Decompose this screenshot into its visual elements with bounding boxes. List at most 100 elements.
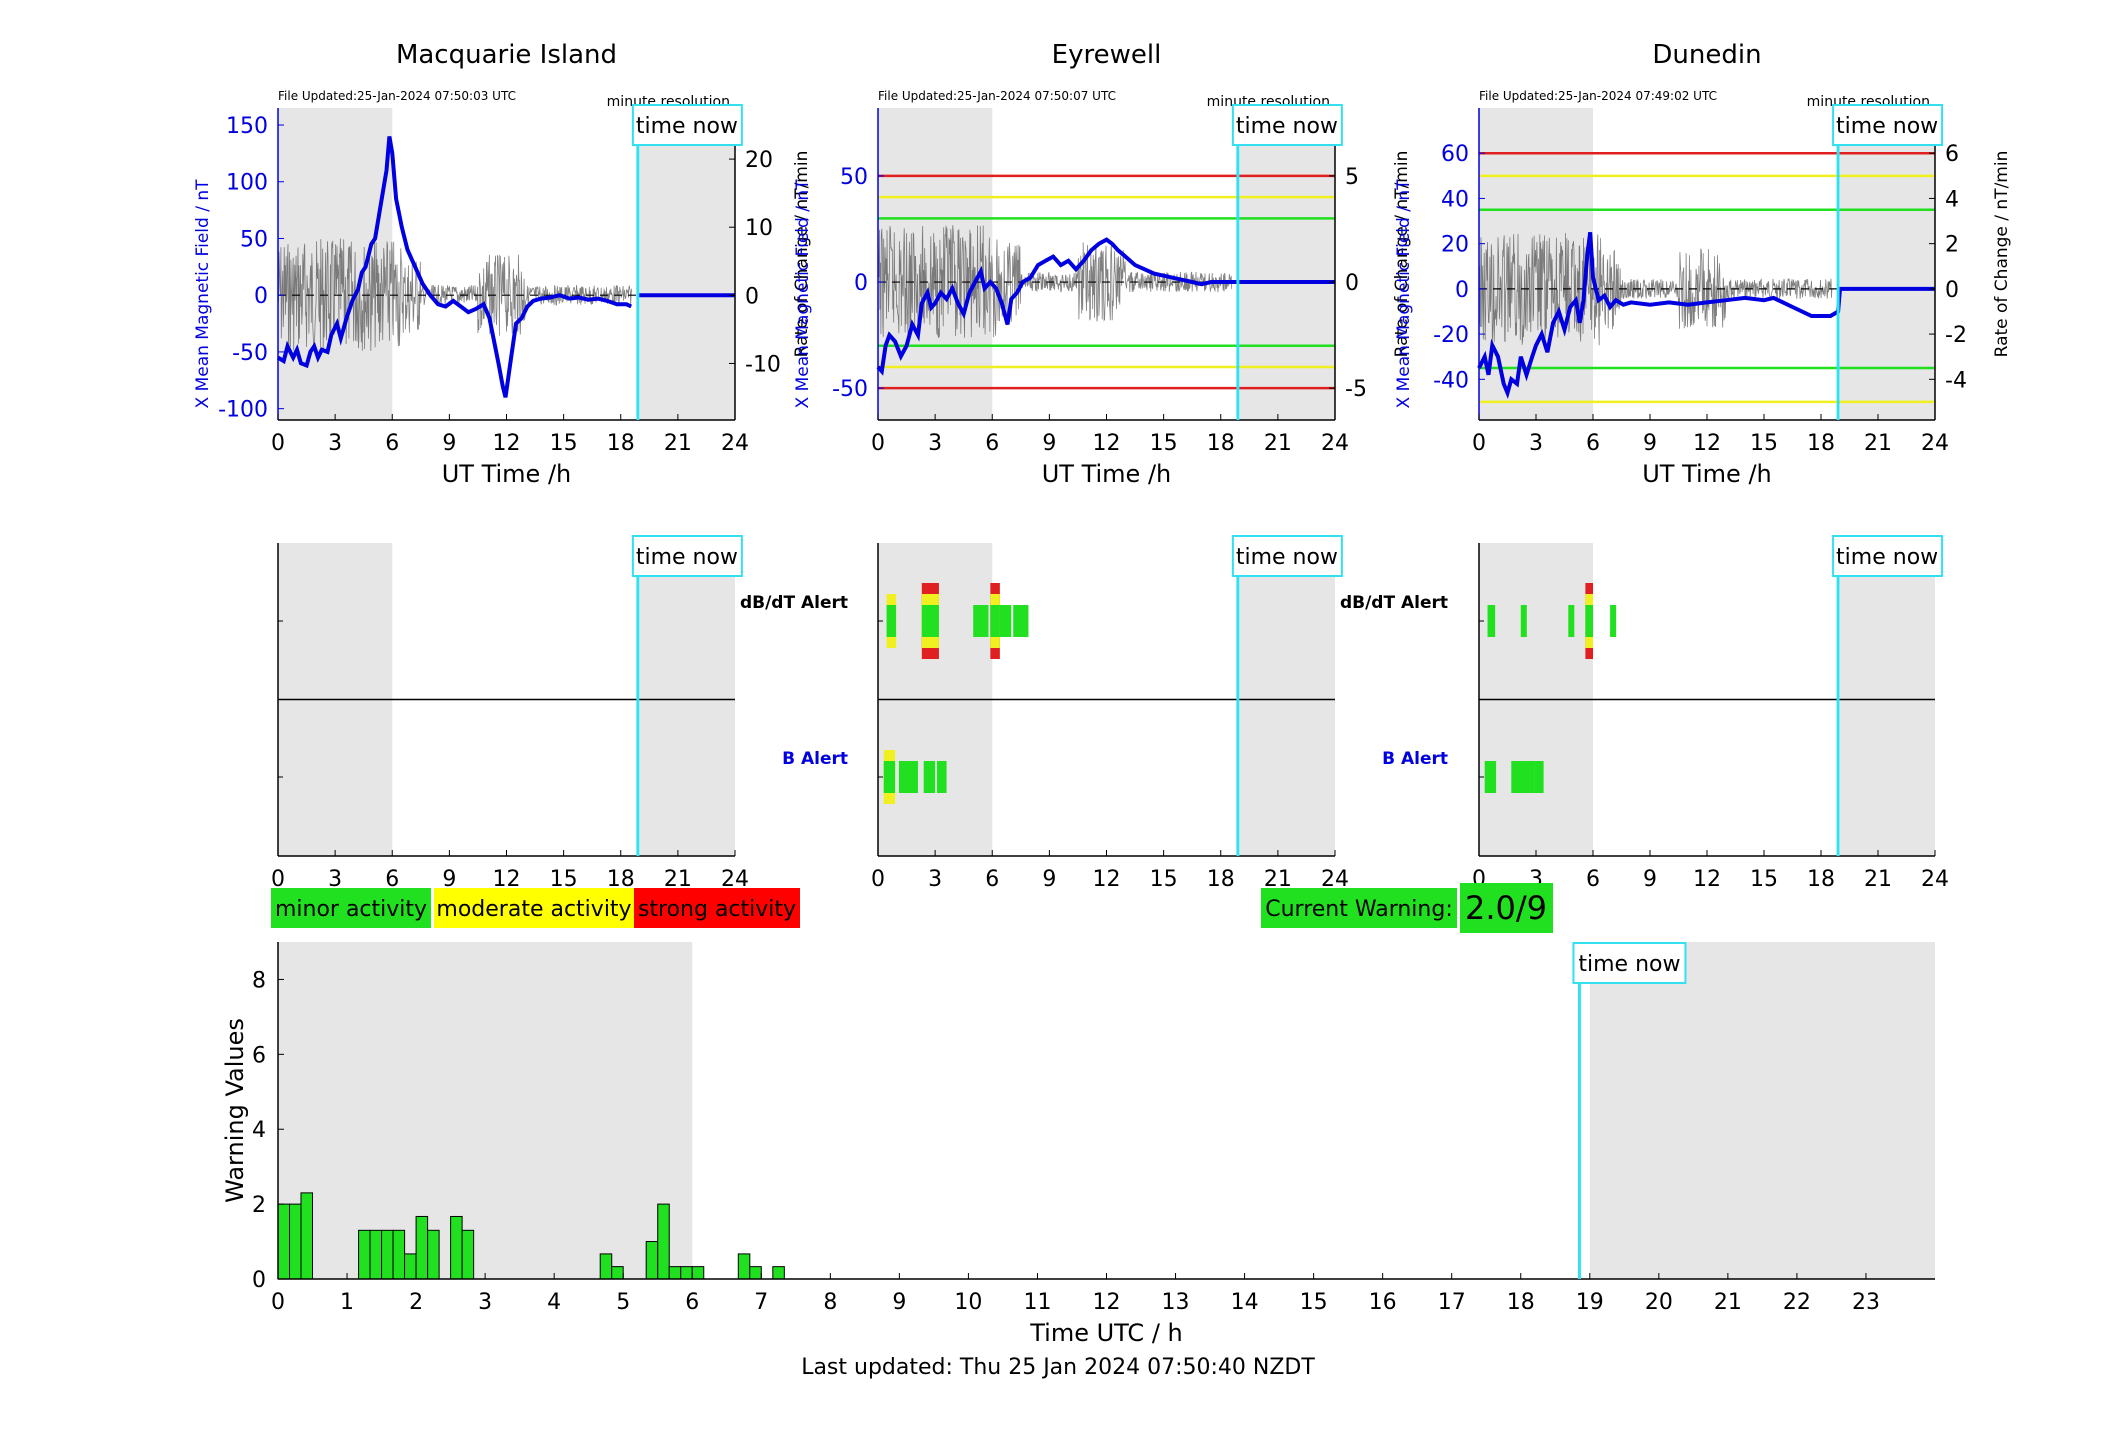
warning-bar bbox=[300, 1192, 314, 1280]
y2-tick-label: 0 bbox=[1345, 271, 1359, 296]
time-now-label: time now bbox=[1236, 114, 1338, 139]
db-alert-mark bbox=[1013, 605, 1029, 637]
x-tick-label: 15 bbox=[1750, 867, 1778, 892]
x-tick-label: 0 bbox=[271, 867, 285, 892]
station-panel: Dunedin File Updated:25-Jan-2024 07:49:02… bbox=[1394, 40, 2012, 892]
y-tick-label: 50 bbox=[840, 165, 868, 190]
night-shade bbox=[1840, 108, 1935, 420]
y-tick-label: 8 bbox=[252, 968, 266, 993]
legend-minor-label: minor activity bbox=[275, 897, 427, 922]
b-alert-mark bbox=[937, 761, 947, 793]
x-tick-label: 12 bbox=[493, 431, 521, 456]
current-warning-value: 2.0/9 bbox=[1465, 889, 1547, 927]
db-alert-mark bbox=[990, 605, 1000, 637]
y2-tick-label: 2 bbox=[1945, 233, 1959, 258]
warning-bar bbox=[680, 1266, 693, 1280]
station-panel: Eyrewell File Updated:25-Jan-2024 07:50:0… bbox=[793, 40, 1412, 892]
x-tick-label: 12 bbox=[1093, 867, 1121, 892]
y2-tick-label: 6 bbox=[1945, 142, 1959, 167]
y-axis-title: X Mean Magnetic Field / nT bbox=[1394, 179, 1414, 409]
night-shade bbox=[278, 942, 693, 1279]
x-tick-label: 14 bbox=[1231, 1290, 1259, 1315]
warning-bar bbox=[599, 1253, 613, 1280]
b-alert-mark bbox=[1484, 761, 1497, 793]
b-alert-label: B Alert bbox=[1382, 749, 1448, 769]
x-tick-label: 18 bbox=[607, 431, 635, 456]
x-axis-title: Time UTC / h bbox=[1029, 1319, 1183, 1347]
x-tick-label: 3 bbox=[1529, 431, 1543, 456]
warning-bar bbox=[415, 1215, 429, 1280]
warning-bar bbox=[772, 1266, 785, 1280]
station-title: Macquarie Island bbox=[396, 40, 617, 70]
x-tick-label: 21 bbox=[1264, 867, 1292, 892]
x-tick-label: 6 bbox=[985, 431, 999, 456]
x-tick-label: 21 bbox=[1714, 1290, 1742, 1315]
b-alert-mark bbox=[898, 761, 918, 793]
x-mean-line bbox=[1477, 232, 1935, 399]
x-tick-label: 18 bbox=[1507, 1290, 1535, 1315]
x-tick-label: 9 bbox=[1643, 431, 1657, 456]
current-warning-label: Current Warning: bbox=[1265, 897, 1452, 922]
x-tick-label: 20 bbox=[1645, 1290, 1673, 1315]
warning-bar bbox=[358, 1229, 371, 1280]
y-tick-label: -50 bbox=[232, 341, 268, 366]
legend-minor-swatch bbox=[271, 888, 431, 928]
x-tick-label: 15 bbox=[1150, 431, 1178, 456]
x-axis-title: UT Time /h bbox=[1642, 460, 1772, 488]
warning-bar bbox=[611, 1266, 624, 1280]
db-alert-mark bbox=[921, 605, 939, 637]
b-alert-mark bbox=[923, 761, 936, 793]
time-now-label: time now bbox=[636, 545, 738, 570]
y-tick-label: 0 bbox=[1455, 278, 1469, 303]
y2-axis-title: Rate of Change / nT/min bbox=[1392, 151, 1412, 358]
y2-tick-label: 0 bbox=[1945, 278, 1959, 303]
warning-bar bbox=[668, 1266, 682, 1280]
time-now-box bbox=[1231, 104, 1343, 146]
x-axis-title: UT Time /h bbox=[442, 460, 572, 488]
x-tick-label: 9 bbox=[1042, 867, 1056, 892]
y-axis-title: Warning Values bbox=[221, 1018, 249, 1203]
warning-bar bbox=[749, 1266, 762, 1280]
b-alert-mark bbox=[1511, 761, 1535, 793]
warning-bar bbox=[461, 1229, 475, 1280]
x-tick-label: 21 bbox=[664, 431, 692, 456]
activity-legend: minor activity moderate activity strong ac… bbox=[271, 888, 800, 928]
x-tick-label: 22 bbox=[1783, 1290, 1811, 1315]
time-now-label: time now bbox=[1236, 545, 1338, 570]
x-tick-label: 9 bbox=[442, 431, 456, 456]
x-tick-label: 24 bbox=[721, 431, 749, 456]
x-tick-label: 12 bbox=[1093, 1290, 1121, 1315]
db-alert-mark bbox=[1520, 605, 1527, 637]
time-now-label: time now bbox=[636, 114, 738, 139]
y2-tick-label: -10 bbox=[745, 352, 781, 377]
b-alert-mark bbox=[1534, 761, 1544, 793]
x-tick-label: 21 bbox=[1864, 431, 1892, 456]
x-tick-label: 16 bbox=[1369, 1290, 1397, 1315]
y-tick-label: 0 bbox=[254, 284, 268, 309]
y2-tick-label: -5 bbox=[1345, 377, 1367, 402]
x-tick-label: 8 bbox=[823, 1290, 837, 1315]
x-tick-label: 0 bbox=[271, 1290, 285, 1315]
y2-tick-label: 4 bbox=[1945, 187, 1959, 212]
warning-bar bbox=[277, 1203, 291, 1280]
y2-axis-title: Rate of Change / nT/min bbox=[1992, 151, 2012, 358]
time-now-box bbox=[1231, 535, 1343, 577]
time-now-label: time now bbox=[1836, 114, 1938, 139]
time-now-label: time now bbox=[1836, 545, 1938, 570]
warning-bar bbox=[381, 1229, 394, 1280]
y-tick-label: -50 bbox=[832, 377, 868, 402]
db-alert-mark bbox=[1487, 605, 1496, 637]
warning-bar bbox=[289, 1203, 302, 1280]
x-tick-label: 11 bbox=[1023, 1290, 1051, 1315]
db-alert-mark bbox=[999, 605, 1012, 637]
x-tick-label: 13 bbox=[1162, 1290, 1190, 1315]
y2-tick-label: 20 bbox=[745, 148, 773, 173]
x-tick-label: 9 bbox=[442, 867, 456, 892]
y-tick-label: 150 bbox=[226, 114, 268, 139]
x-tick-label: 12 bbox=[1093, 431, 1121, 456]
time-now-box bbox=[1832, 535, 1944, 577]
y2-tick-label: 10 bbox=[745, 216, 773, 241]
time-now-box bbox=[1572, 942, 1687, 984]
x-tick-label: 4 bbox=[547, 1290, 561, 1315]
